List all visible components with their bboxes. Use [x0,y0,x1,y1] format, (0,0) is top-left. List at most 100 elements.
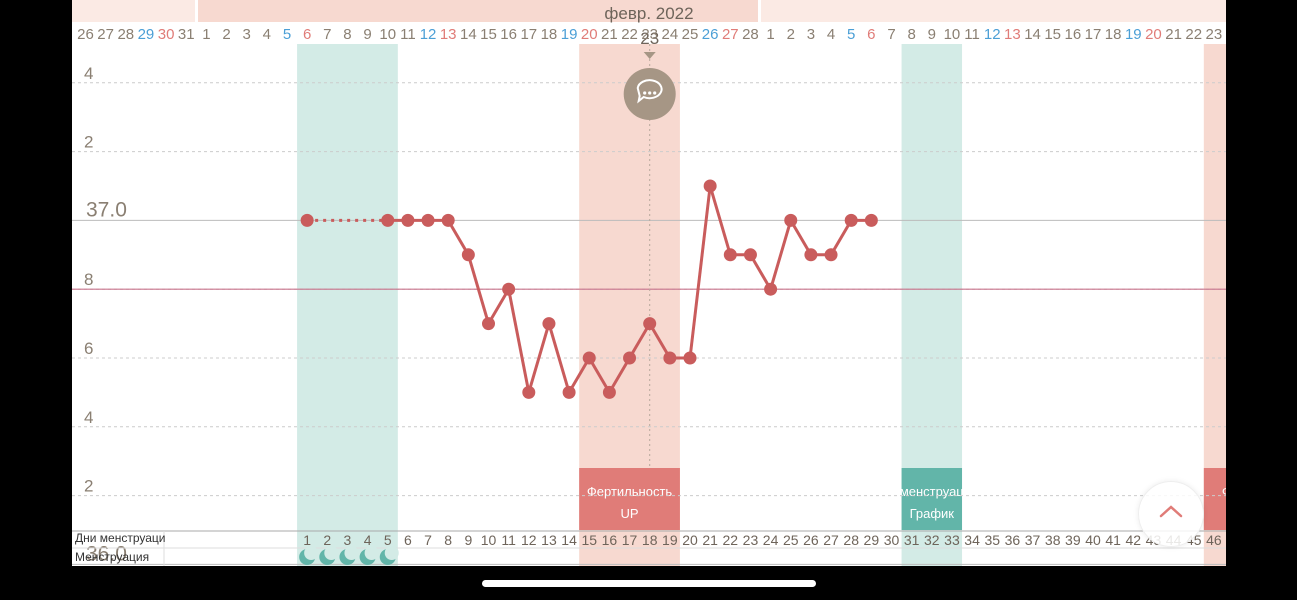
temperature-line-segment [769,219,793,290]
date-label: 23 [1206,26,1223,43]
y-axis-label: 2 [84,133,93,152]
scroll-top-button[interactable] [1138,481,1204,547]
bbt-chart-screen: февр. 2022 Фертильность UP менструац График Ф… [72,0,1226,566]
month-divider [195,0,198,22]
cycle-day-label: 13 [541,532,557,548]
date-label: 12 [984,26,1001,43]
date-label: 18 [1105,26,1122,43]
date-label: 3 [807,26,815,43]
menstruation-label-box [901,468,963,530]
cycle-day-label: 8 [444,532,452,548]
speech-bubble-icon [636,79,663,104]
date-label: 9 [363,26,371,43]
cycle-day-label: 32 [924,532,940,548]
temperature-point [703,179,717,193]
date-label: 21 [1165,26,1182,43]
date-label: 29 [138,26,155,43]
date-label: 28 [117,26,134,43]
fertile-label-box [579,468,680,530]
cycle-day-label: 40 [1085,532,1101,548]
date-label: 5 [847,26,855,43]
date-label: 20 [1145,26,1162,43]
menstruation-drop-icon-cut [344,546,359,560]
cycle-day-label: 22 [723,532,739,548]
cycle-day-label: 28 [843,532,859,548]
temperature-point [784,213,798,227]
date-label: 25 [682,26,699,43]
speech-bubble-dot [648,91,652,95]
date-label: 14 [1024,26,1041,43]
temperature-point [582,351,596,365]
cycle-day-label: 33 [944,532,960,548]
temperature-point [764,282,778,296]
temperature-point [482,317,495,331]
temperature-line-segment [587,357,611,394]
date-label: 24 [662,26,679,43]
date-label: 27 [97,26,114,43]
temperature-point [401,213,415,227]
menstruation-drop-icon-cut [324,546,339,560]
date-label: 17 [1085,26,1102,43]
temperature-point [502,282,516,296]
temperature-point [602,385,616,399]
temperature-line-segment [446,219,470,256]
y-axis-label: 2 [84,477,93,496]
temperature-line-segment [547,323,571,393]
temperature-point [723,248,737,262]
fertile-label: UP [621,506,639,521]
cycle-day-label: 15 [581,532,597,548]
date-label: 4 [263,26,271,43]
y-axis-label: 4 [84,64,93,83]
fertile-label: Фер [1222,484,1226,499]
month-header-next [761,0,1226,22]
temperature-point [804,248,818,262]
cycle-day-label: 4 [364,532,372,548]
menstruation-row-label: Менструация [75,550,150,564]
temperature-line-segment [466,254,490,325]
temperature-line-segment [507,288,531,393]
temperature-point [824,248,838,262]
temperature-point [381,213,395,227]
date-label: 16 [500,26,517,43]
date-label: 22 [1185,26,1202,43]
date-label: 9 [928,26,936,43]
temperature-line-segment [708,185,732,256]
temperature-point [562,385,576,399]
date-label: 16 [1065,26,1082,43]
date-label: 7 [887,26,895,43]
date-label: 5 [283,26,291,43]
cycle-day-label: 21 [702,532,718,548]
date-label: 12 [420,26,437,43]
cycle-day-label: 30 [884,532,900,548]
temperature-line-segment [789,219,813,256]
cycle-day-label: 38 [1045,532,1061,548]
temperature-line-segment [608,357,631,394]
menstruation-label: менструац [900,484,964,499]
temperature-chart[interactable]: февр. 2022 Фертильность UP менструац График Ф… [72,0,1226,566]
temperature-point [300,213,314,227]
cycle-day-label: 23 [743,532,759,548]
date-label: 1 [202,26,210,43]
date-label: 13 [440,26,457,43]
temperature-line-segment [567,357,591,394]
cycle-day-label: 41 [1105,532,1121,548]
temperature-point [864,213,878,227]
date-label: 11 [964,26,980,43]
menstruation-drop-icon-cut [364,546,379,560]
cycle-day-label: 39 [1065,532,1081,548]
menstruation-drop-icon-cut [384,546,399,560]
date-label: 31 [178,26,195,43]
comment-button[interactable] [623,68,676,120]
cycle-day-label: 36 [1005,532,1021,548]
cycle-day-label: 1 [303,532,311,548]
cycle-day-label: 18 [642,532,658,548]
temperature-point [522,385,536,399]
date-label: 7 [323,26,331,43]
date-label: 8 [907,26,915,43]
menstruation-drop-icon-cut [304,546,319,560]
speech-bubble-dot [653,91,657,95]
cycle-day-label: 6 [404,532,412,548]
date-label: 2 [787,26,795,43]
cycle-day-label: 16 [602,532,618,548]
date-label: 11 [400,26,416,43]
